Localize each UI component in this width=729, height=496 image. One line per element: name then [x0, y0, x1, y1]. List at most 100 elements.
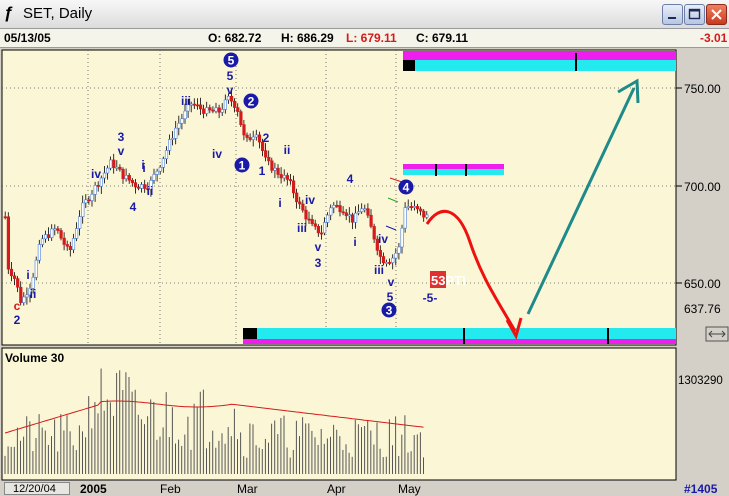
wave-label: iii — [181, 94, 191, 108]
wave-label: i — [353, 235, 356, 249]
volume-pane[interactable] — [1, 347, 677, 481]
wave-circle-3 — [381, 302, 397, 318]
wave-label: v — [227, 83, 234, 97]
candle-body — [152, 174, 156, 181]
candle-body — [239, 111, 243, 125]
candle-body — [301, 203, 305, 211]
wave-label: v — [118, 144, 125, 158]
title-bar[interactable]: ƒ SET, Daily — [0, 0, 729, 29]
candle-body — [127, 175, 131, 181]
price-pane[interactable] — [1, 49, 677, 346]
candle-body — [338, 205, 342, 213]
candle-body — [415, 206, 420, 210]
wave-label: 5 — [227, 69, 234, 83]
candle-body — [189, 103, 193, 106]
wave-label: 3 — [118, 130, 125, 144]
candle-body — [319, 232, 324, 235]
candle-body — [34, 259, 38, 278]
minimize-button[interactable] — [662, 4, 683, 25]
candle-body — [425, 214, 429, 218]
candle-body — [322, 222, 327, 234]
candle-body — [260, 141, 265, 151]
wave-label: v — [315, 240, 322, 254]
wave-label: -5- — [423, 291, 438, 305]
bar-count-label: #1405 — [684, 482, 718, 496]
wave-label: iii — [374, 263, 384, 277]
scale-arrows-icon — [708, 330, 726, 338]
candle-body — [230, 95, 234, 102]
candle-body — [384, 262, 389, 264]
volume-last-value: 1303290 — [678, 375, 723, 387]
maximize-button[interactable] — [684, 4, 705, 25]
candle-body — [53, 228, 57, 231]
wave-label: 4 — [347, 172, 354, 186]
candle-body — [313, 223, 317, 227]
price-gridlines — [2, 50, 676, 345]
candle-body — [242, 124, 246, 136]
candle-body — [245, 134, 249, 138]
volume-bars — [4, 368, 424, 474]
candle-body — [143, 184, 147, 189]
wave-label: iii — [297, 221, 307, 235]
chart-icon[interactable]: ƒ — [4, 3, 14, 22]
candle-body — [31, 276, 35, 289]
candle-body — [202, 108, 206, 114]
candle-body — [310, 219, 314, 225]
candle-body — [329, 207, 333, 216]
candle-body — [19, 286, 23, 303]
date-label-apr: Apr — [327, 482, 346, 496]
date-start-label: 12/20/04 — [4, 482, 70, 495]
candle-body — [186, 104, 190, 112]
candle-body — [360, 208, 364, 212]
date-label-feb: Feb — [160, 482, 181, 496]
close-button[interactable] — [706, 4, 727, 25]
candle-body — [93, 185, 97, 195]
candle-body — [304, 209, 308, 220]
candle-body — [106, 167, 110, 174]
candle-body — [140, 184, 144, 189]
candle-body — [341, 211, 345, 214]
candle-body — [22, 296, 26, 303]
candle-body — [65, 244, 69, 247]
candle-body — [155, 170, 159, 175]
candle-body — [254, 134, 259, 138]
candle-body — [62, 237, 66, 245]
close-icon — [711, 9, 722, 20]
projection-down-arrow — [425, 209, 517, 332]
candle-body — [233, 100, 237, 108]
candle-body — [381, 256, 386, 264]
candle-body — [99, 177, 103, 187]
wave-label: c — [14, 299, 21, 313]
candle-body — [115, 166, 119, 169]
candle-body — [180, 118, 184, 124]
candle-body — [59, 230, 63, 239]
wave-label: 2 — [14, 313, 21, 327]
candle-body — [335, 205, 339, 207]
wave-label: 3 — [315, 256, 322, 270]
candle-body — [96, 185, 100, 187]
candle-body — [75, 228, 79, 239]
candle-body — [350, 214, 355, 223]
candle-body — [211, 109, 215, 112]
candle-body — [353, 212, 358, 223]
candle-body — [307, 218, 311, 221]
candle-body — [366, 208, 370, 216]
candle-body — [347, 214, 352, 217]
candle-body — [344, 212, 348, 216]
wave-label: i — [278, 196, 281, 210]
candle-body — [363, 208, 367, 211]
date-label-mar: Mar — [237, 482, 258, 496]
candle-body — [195, 104, 200, 107]
quote-open: O: 682.72 — [208, 31, 262, 45]
wave-label: iv — [91, 167, 101, 181]
candle-body — [71, 238, 76, 250]
candle-body — [220, 109, 224, 113]
last-price-label: 637.76 — [684, 302, 721, 316]
wave-label: ii — [284, 143, 291, 157]
maximize-icon — [688, 8, 701, 20]
candle-body — [118, 166, 122, 170]
target-box-lower — [243, 328, 676, 344]
candle-body — [406, 206, 410, 208]
chart-area[interactable]: 750.00 700.00 650.00 637.76 — [0, 48, 729, 482]
volume-moving-average — [4, 400, 424, 434]
